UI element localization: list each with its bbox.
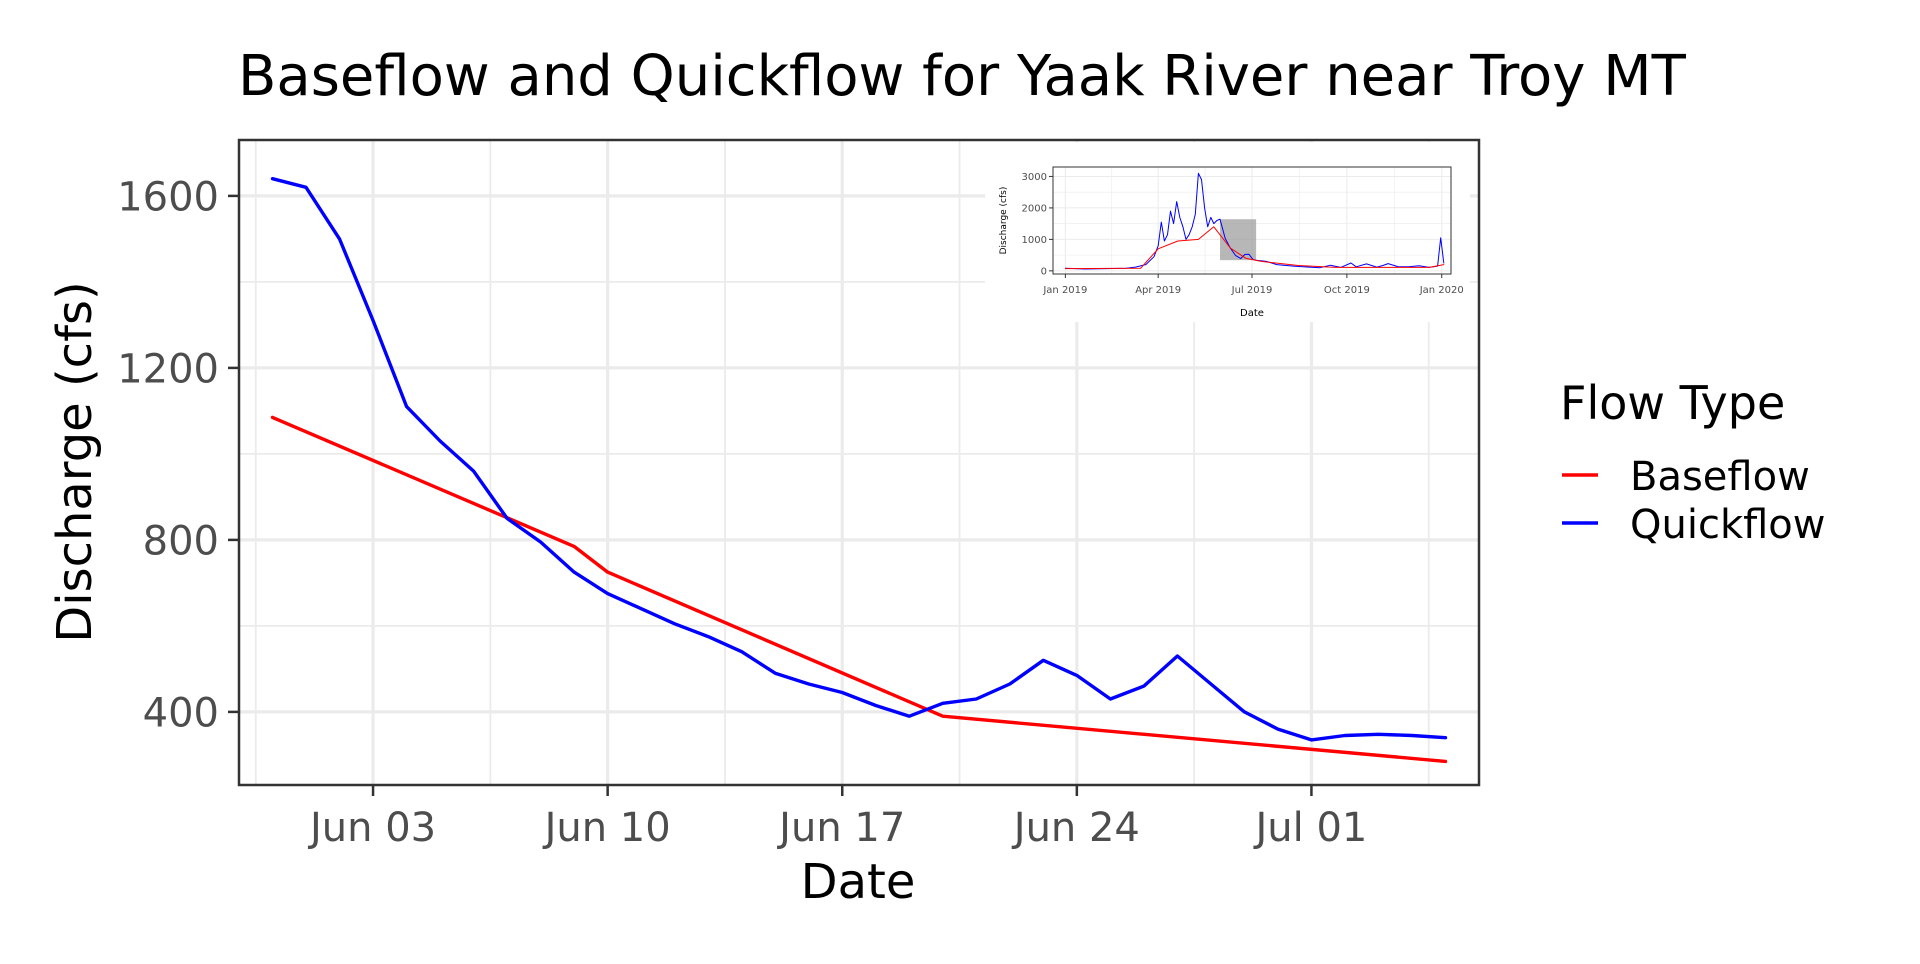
inset-x-tick-label: Jul 2019	[1231, 285, 1273, 296]
inset-series-blue-line	[1064, 172, 1445, 270]
chart-title: Baseflow and Quickflow for Yaak River ne…	[238, 44, 1687, 109]
main-series-baseflow-line	[270, 415, 1448, 764]
main-series-layer	[270, 176, 1448, 764]
main-axes: Jun 03 Jun 10 Jun 17 Jun 24 Jul 01 400 800 1200…	[117, 174, 1367, 851]
legend: Flow Type Baseflow Quickflow	[1560, 376, 1826, 548]
legend-label-baseflow: Baseflow	[1630, 454, 1810, 500]
inset-x-axis-label: Date	[1240, 308, 1264, 319]
main-y-tick-label: 1200	[117, 346, 219, 392]
inset-y-tick-label: 1000	[1022, 235, 1047, 246]
legend-label-quickflow: Quickflow	[1630, 502, 1826, 548]
inset-y-tick-label: 2000	[1022, 204, 1047, 215]
inset-series-red-line	[1064, 226, 1445, 270]
main-x-tick-label: Jul 01	[1252, 805, 1367, 851]
main-x-tick-label: Jun 17	[776, 805, 905, 851]
main-x-tick-label: Jun 24	[1011, 805, 1140, 851]
inset-y-axis-label: Discharge (cfs)	[999, 187, 1009, 255]
inset-chart: Jan 2019 Apr 2019 Jul 2019 Oct 2019 Jan 2020…	[985, 142, 1470, 322]
y-axis-label: Discharge (cfs)	[47, 281, 103, 642]
legend-title: Flow Type	[1560, 376, 1785, 430]
x-axis-label: Date	[801, 854, 916, 910]
main-series-quickflow-line	[270, 176, 1448, 742]
inset-y-tick-label: 3000	[1022, 172, 1047, 183]
inset-x-tick-label: Jan 2019	[1042, 285, 1087, 296]
inset-y-tick-label: 0	[1041, 266, 1047, 277]
inset-x-tick-label: Oct 2019	[1324, 285, 1370, 296]
inset-series-layer	[1064, 172, 1445, 270]
main-plot-panel: Jan 2019 Apr 2019 Jul 2019 Oct 2019 Jan 2020…	[117, 138, 1481, 851]
inset-x-tick-label: Jan 2020	[1419, 285, 1464, 296]
inset-axes: Jan 2019 Apr 2019 Jul 2019 Oct 2019 Jan 2020…	[1022, 172, 1464, 296]
main-x-tick-label: Jun 10	[542, 805, 671, 851]
inset-x-tick-label: Apr 2019	[1135, 285, 1181, 296]
main-y-tick-label: 1600	[117, 174, 219, 220]
main-y-tick-label: 800	[143, 518, 219, 564]
main-y-tick-label: 400	[143, 690, 219, 736]
main-plot-border	[237, 138, 1481, 787]
main-x-tick-label: Jun 03	[307, 805, 436, 851]
